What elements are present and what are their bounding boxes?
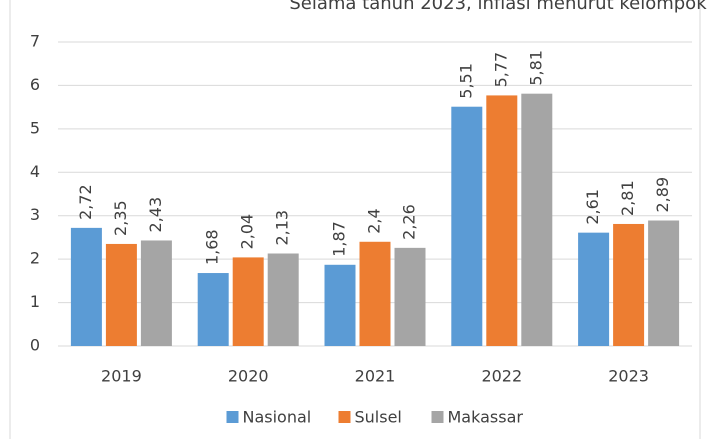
data-label: 2,61 [583, 189, 602, 225]
data-label: 2,43 [146, 197, 165, 233]
y-tick-label: 1 [30, 292, 40, 311]
data-label: 2,35 [111, 200, 130, 236]
bar [105, 243, 137, 346]
data-label: 2,72 [76, 184, 95, 220]
x-tick-label: 2021 [355, 367, 396, 386]
legend-swatch [338, 411, 351, 423]
y-tick-label: 2 [30, 249, 40, 268]
data-label: 2,4 [365, 208, 384, 233]
data-label: 5,51 [456, 63, 475, 99]
legend-label: Nasional [243, 408, 312, 427]
data-label: 1,68 [203, 229, 222, 265]
bar [324, 264, 356, 346]
y-tick-label: 3 [30, 205, 40, 224]
data-label: 2,04 [238, 214, 257, 250]
data-label: 2,89 [653, 177, 672, 213]
y-tick-label: 5 [30, 118, 40, 137]
y-tick-label: 6 [30, 75, 40, 94]
bar [70, 227, 102, 346]
legend-label: Makassar [448, 408, 524, 427]
bar [521, 93, 553, 347]
bar [451, 106, 483, 346]
x-tick-label: 2022 [481, 367, 522, 386]
bar [359, 241, 391, 346]
x-tick-label: 2020 [228, 367, 269, 386]
bar [613, 223, 645, 346]
legend-swatch [226, 411, 239, 423]
bar [648, 220, 680, 346]
chart-frame [9, 0, 701, 439]
bar [140, 240, 172, 346]
bar [486, 95, 518, 346]
data-label: 2,81 [618, 180, 637, 216]
data-label: 2,26 [400, 204, 419, 240]
bar [578, 232, 610, 346]
data-label: 5,77 [491, 52, 510, 88]
data-label: 1,87 [330, 221, 349, 257]
legend-swatch [431, 411, 444, 423]
y-tick-label: 0 [30, 336, 40, 355]
bar [197, 273, 229, 346]
y-tick-label: 4 [30, 162, 40, 181]
bar [394, 247, 426, 346]
chart-title: Selama tahun 2023, inflasi menurut kelom… [289, 0, 707, 14]
x-tick-label: 2019 [101, 367, 142, 386]
data-label: 5,81 [526, 50, 545, 86]
data-label: 2,13 [273, 210, 292, 246]
bar [232, 257, 264, 346]
x-tick-label: 2023 [608, 367, 649, 386]
legend-label: Sulsel [355, 408, 402, 427]
bar [267, 253, 299, 346]
y-tick-label: 7 [30, 32, 40, 51]
